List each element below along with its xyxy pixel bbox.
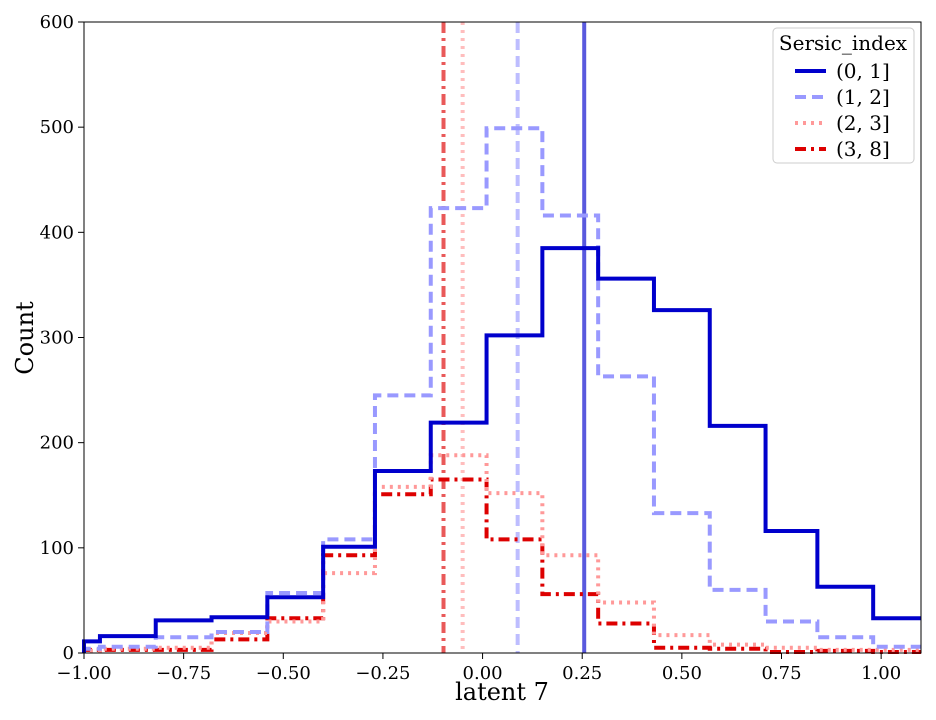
histogram-series-0 — [82, 246, 921, 653]
x-tick-label: −1.00 — [56, 663, 111, 684]
x-tick-label: −0.25 — [355, 663, 410, 684]
y-tick-label: 100 — [40, 538, 74, 559]
y-axis-label: Count — [11, 301, 39, 375]
x-axis-label: latent 7 — [455, 678, 549, 706]
y-tick-label: 400 — [40, 222, 74, 243]
x-axis: −1.00 −0.75 −0.50 −0.25 0.00 0.25 0.50 0.75 1.00 — [56, 653, 901, 684]
x-tick-label: 1.00 — [861, 663, 901, 684]
x-tick-label: 0.00 — [463, 663, 503, 684]
legend-label-series-2: (2, 3] — [836, 111, 890, 135]
y-axis: 0 100 200 300 400 500 600 — [40, 12, 84, 664]
histogram-series-1 — [82, 126, 921, 653]
x-tick-label: 0.25 — [562, 663, 602, 684]
legend-label-series-0: (0, 1] — [836, 59, 890, 83]
legend-label-series-1: (1, 2] — [836, 85, 890, 109]
x-tick-label: −0.50 — [256, 663, 311, 684]
legend[interactable]: Sersic_index (0, 1](1, 2](2, 3](3, 8] — [772, 27, 915, 164]
legend-title: Sersic_index — [779, 31, 908, 55]
median-lines — [441, 22, 587, 653]
y-tick-label: 600 — [40, 12, 74, 33]
x-tick-label: 0.50 — [662, 663, 702, 684]
legend-label-series-3: (3, 8] — [836, 137, 890, 161]
histogram-series-2 — [82, 453, 921, 653]
series-layer — [82, 126, 921, 654]
histogram-series-3 — [82, 477, 921, 654]
y-tick-label: 500 — [40, 117, 74, 138]
legend-box — [772, 27, 915, 164]
y-tick-label: 200 — [40, 433, 74, 454]
y-tick-label: 0 — [63, 643, 74, 664]
x-tick-label: 0.75 — [761, 663, 801, 684]
x-tick-label: −0.75 — [156, 663, 211, 684]
y-tick-label: 300 — [40, 328, 74, 349]
